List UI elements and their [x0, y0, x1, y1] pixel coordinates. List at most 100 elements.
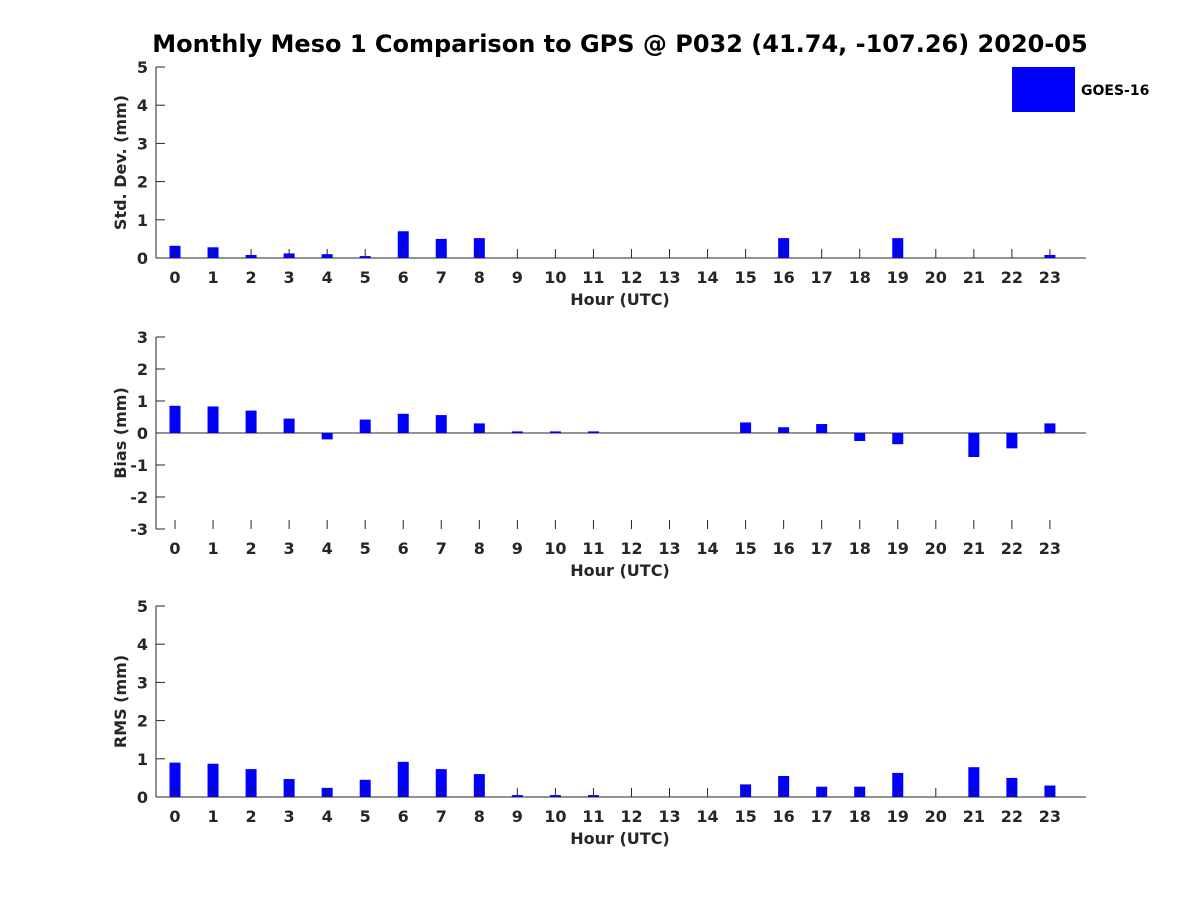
bar: [778, 238, 790, 258]
y-tick-label: 0: [137, 788, 148, 807]
bar: [968, 767, 980, 797]
x-tick-label: 9: [512, 268, 523, 287]
x-axis-label: Hour (UTC): [570, 829, 670, 848]
x-tick-label: 19: [887, 539, 909, 558]
legend-label: GOES-16: [1081, 83, 1149, 99]
bar: [207, 406, 219, 433]
x-tick-label: 7: [436, 268, 447, 287]
x-tick-label: 2: [246, 807, 257, 826]
x-tick-label: 19: [887, 268, 909, 287]
bar: [816, 424, 828, 433]
bar: [1006, 777, 1018, 797]
bar: [435, 415, 447, 433]
x-tick-label: 13: [658, 268, 680, 287]
y-tick-label: 3: [137, 673, 148, 692]
x-tick-label: 11: [582, 807, 604, 826]
x-tick-label: 22: [1001, 539, 1023, 558]
y-tick-label: 3: [137, 134, 148, 153]
x-tick-label: 14: [696, 539, 718, 558]
x-tick-label: 13: [658, 807, 680, 826]
y-tick-label: -1: [130, 456, 148, 475]
x-tick-label: 19: [887, 807, 909, 826]
bar: [435, 238, 447, 258]
x-tick-label: 17: [811, 268, 833, 287]
x-tick-label: 14: [696, 807, 718, 826]
bar: [397, 231, 409, 258]
y-tick-label: 5: [137, 58, 148, 77]
x-tick-label: 6: [398, 539, 409, 558]
y-tick-label: 4: [137, 96, 148, 115]
bar: [207, 763, 219, 797]
bar: [778, 427, 790, 433]
y-tick-label: 5: [137, 597, 148, 616]
x-tick-label: 12: [620, 268, 642, 287]
x-tick-label: 23: [1039, 807, 1061, 826]
x-tick-label: 6: [398, 807, 409, 826]
y-tick-label: 2: [137, 712, 148, 731]
x-tick-label: 21: [963, 268, 985, 287]
x-tick-label: 17: [811, 807, 833, 826]
y-tick-label: 1: [137, 211, 148, 230]
x-tick-label: 18: [849, 539, 871, 558]
bar: [321, 433, 333, 440]
x-tick-label: 16: [773, 539, 795, 558]
y-tick-label: -3: [130, 520, 148, 539]
y-axis-label: Bias (mm): [111, 387, 130, 479]
x-tick-label: 9: [512, 539, 523, 558]
y-tick-label: 4: [137, 635, 148, 654]
bar: [511, 431, 523, 433]
x-tick-label: 3: [284, 268, 295, 287]
y-tick-label: 1: [137, 750, 148, 769]
bar: [778, 775, 790, 797]
x-tick-label: 4: [322, 268, 333, 287]
x-tick-label: 11: [582, 539, 604, 558]
bar: [169, 762, 181, 797]
bar: [245, 410, 257, 433]
x-tick-label: 17: [811, 539, 833, 558]
x-tick-label: 0: [169, 539, 180, 558]
y-axis-label: RMS (mm): [111, 655, 130, 748]
x-axis-label: Hour (UTC): [570, 561, 670, 580]
x-tick-label: 10: [544, 807, 566, 826]
x-tick-label: 20: [925, 807, 947, 826]
x-tick-label: 15: [734, 539, 756, 558]
y-tick-label: 1: [137, 392, 148, 411]
y-tick-label: 2: [137, 173, 148, 192]
bar: [892, 238, 904, 258]
x-tick-label: 18: [849, 807, 871, 826]
x-tick-label: 10: [544, 539, 566, 558]
chart-title: Monthly Meso 1 Comparison to GPS @ P032 …: [152, 30, 1088, 58]
bar: [968, 433, 980, 457]
bar: [245, 769, 257, 797]
x-tick-label: 15: [734, 268, 756, 287]
bar: [473, 238, 485, 258]
y-tick-label: 0: [137, 249, 148, 268]
x-tick-label: 16: [773, 807, 795, 826]
x-tick-label: 5: [360, 539, 371, 558]
x-tick-label: 2: [246, 268, 257, 287]
bar: [587, 431, 599, 433]
bar: [359, 419, 371, 433]
bar: [740, 422, 752, 433]
x-tick-label: 13: [658, 539, 680, 558]
y-tick-label: 2: [137, 360, 148, 379]
x-tick-label: 21: [963, 807, 985, 826]
bar: [892, 772, 904, 797]
x-tick-label: 7: [436, 807, 447, 826]
x-tick-label: 1: [207, 807, 218, 826]
x-tick-label: 1: [207, 539, 218, 558]
x-tick-label: 8: [474, 807, 485, 826]
x-tick-label: 12: [620, 539, 642, 558]
legend-swatch: [1012, 67, 1075, 112]
x-tick-label: 4: [322, 807, 333, 826]
y-tick-label: 3: [137, 328, 148, 347]
bar: [283, 418, 295, 433]
x-tick-label: 5: [360, 268, 371, 287]
x-tick-label: 8: [474, 268, 485, 287]
x-tick-label: 22: [1001, 268, 1023, 287]
x-tick-label: 14: [696, 268, 718, 287]
x-tick-label: 0: [169, 807, 180, 826]
x-tick-label: 22: [1001, 807, 1023, 826]
